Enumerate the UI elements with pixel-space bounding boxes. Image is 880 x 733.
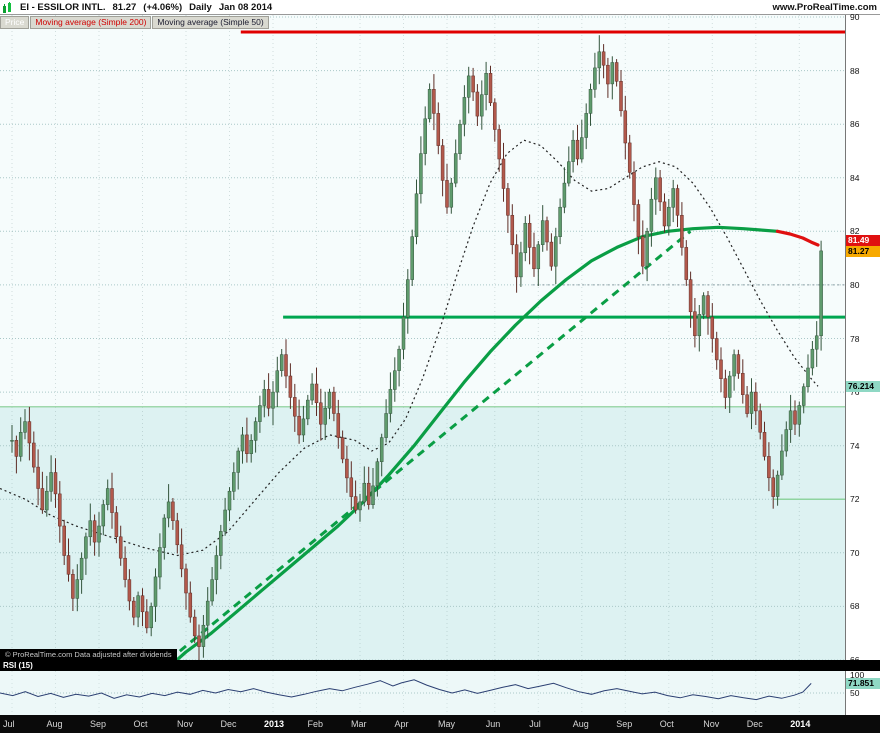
price-chart[interactable]: © ProRealTime.com Data adjusted after di… — [0, 15, 845, 660]
time-axis[interactable]: Jul Aug Sep Oct Nov Dec 2013 Feb Mar Apr May Jun Jul… — [0, 715, 880, 733]
rsi-chart[interactable] — [0, 671, 845, 715]
change-percent: (+4.06%) — [143, 1, 183, 13]
symbol-title: EI - ESSILOR INTL. — [20, 1, 106, 13]
legend-bar: Price Moving average (Simple 200) Moving… — [0, 16, 269, 29]
legend-ma200[interactable]: Moving average (Simple 200) — [30, 16, 152, 29]
price-axis[interactable]: 6668707274767880828486889081.4981.2776.2… — [845, 13, 880, 665]
rsi-axis[interactable]: 100 50 71.851 — [845, 671, 880, 715]
rsi-label[interactable]: RSI (15) — [3, 661, 33, 670]
title-bar: EI - ESSILOR INTL. 81.27 (+4.06%) Daily … — [0, 0, 880, 15]
legend-ma50[interactable]: Moving average (Simple 50) — [152, 16, 269, 29]
session-date: Jan 08 2014 — [218, 1, 273, 13]
legend-price[interactable]: Price — [0, 16, 30, 29]
chart-icon — [2, 1, 13, 13]
rsi-header: RSI (15) — [0, 660, 880, 671]
site-link[interactable]: www.ProRealTime.com — [772, 1, 877, 13]
last-price: 81.27 — [112, 1, 137, 13]
copyright-note: © ProRealTime.com Data adjusted after di… — [0, 649, 177, 660]
timeframe-label: Daily — [189, 1, 212, 13]
